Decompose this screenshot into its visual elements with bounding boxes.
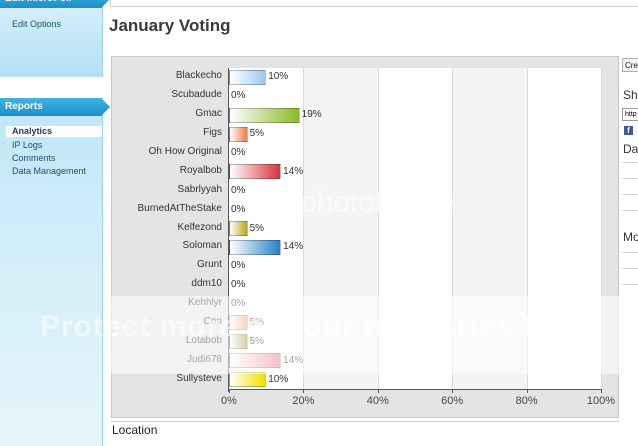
more-table-row — [622, 284, 638, 285]
x-axis-tick — [303, 389, 305, 393]
bar-value-label: 0% — [231, 146, 246, 158]
bar-value-label: 10% — [268, 71, 289, 83]
bar-value-label: 14% — [283, 165, 304, 177]
category-label: Grunt — [196, 259, 222, 271]
category-label: Oh How Original — [148, 145, 222, 157]
watermark-text: Protect more of your memories for — [40, 310, 567, 343]
chart-bar — [229, 107, 300, 123]
watermark-logo-text: photobucke — [300, 186, 456, 219]
facebook-icon[interactable]: f — [624, 126, 633, 135]
y-axis — [228, 68, 229, 392]
chart-gridline — [303, 68, 305, 389]
edit-micropoll-tab[interactable]: Edit MicroPoll — [0, 0, 110, 8]
page-title: January Voting — [109, 16, 231, 35]
category-label: Kelfezond — [177, 221, 222, 233]
chart-gridline — [452, 68, 454, 389]
category-label: Scubadude — [171, 89, 222, 101]
x-axis-tick — [526, 389, 528, 393]
x-axis-tick — [377, 389, 379, 393]
category-label: ddm10 — [191, 278, 222, 290]
bar-value-label: 5% — [249, 222, 265, 234]
category-label: Figs — [203, 127, 222, 139]
reports-tab[interactable]: Reports — [0, 98, 110, 116]
chart-gridline — [601, 68, 602, 389]
more-table-row — [622, 268, 638, 269]
x-tick-label: 100% — [586, 395, 616, 407]
chart-bar — [229, 126, 248, 142]
x-tick-label: 60% — [441, 395, 464, 407]
chart-bar — [229, 69, 267, 85]
x-tick-label: 20% — [292, 395, 315, 407]
category-label: Soloman — [182, 240, 222, 252]
reports-panel — [0, 98, 103, 446]
sidebar: Edit MicroPoll Edit Options Reports Anal… — [0, 0, 110, 446]
category-label: BurnedAtTheStake — [137, 202, 223, 214]
edit-options-link[interactable]: Edit Options — [12, 19, 62, 29]
bar-value-label: 5% — [249, 128, 265, 140]
x-axis-tick — [452, 389, 454, 393]
chart-bar — [229, 164, 282, 180]
bar-value-label: 0% — [231, 279, 246, 291]
x-axis-tick — [601, 389, 602, 393]
category-label: Sullysteve — [176, 372, 222, 384]
data-table-row — [622, 194, 638, 195]
data-table-row — [622, 178, 638, 179]
x-axis — [228, 389, 602, 390]
chart-bar — [229, 221, 248, 236]
category-label: Sabrlyyah — [177, 183, 222, 195]
data-table-row — [622, 210, 638, 211]
share-heading: Sh — [623, 88, 638, 102]
top-strip — [110, 0, 638, 7]
create-button[interactable]: Cre — [622, 58, 638, 72]
bar-value-label: 0% — [231, 203, 246, 215]
chart-gridline — [526, 68, 528, 389]
chart-bar — [229, 372, 267, 388]
sidebar-item-comments[interactable]: Comments — [12, 153, 56, 163]
chart-gridline — [377, 68, 379, 389]
sidebar-item-analytics[interactable]: Analytics — [6, 126, 102, 137]
category-label: Blackecho — [175, 70, 222, 82]
x-tick-label: 40% — [366, 395, 389, 407]
edit-panel — [0, 0, 103, 77]
category-label: Royalbob — [179, 164, 222, 176]
x-tick-label: 80% — [515, 395, 538, 407]
bar-value-label: 14% — [283, 241, 304, 253]
x-tick-label: 0% — [221, 395, 237, 407]
bar-value-label: 0% — [231, 90, 246, 102]
location-heading: Location — [112, 423, 158, 437]
bar-value-label: 19% — [301, 109, 322, 121]
data-table-row — [622, 162, 638, 163]
sidebar-item-data-management[interactable]: Data Management — [12, 166, 87, 176]
more-heading: Mo — [623, 230, 638, 244]
bar-value-label: 0% — [231, 184, 246, 196]
category-label: Gmac — [195, 108, 222, 120]
sidebar-item-ip-logs[interactable]: IP Logs — [12, 140, 43, 150]
data-heading: Da — [623, 142, 638, 156]
bar-value-label: 10% — [268, 373, 289, 385]
bar-value-label: 0% — [231, 260, 246, 272]
chart-bar — [229, 239, 282, 255]
x-axis-tick — [229, 389, 230, 393]
location-divider — [111, 421, 619, 422]
watermark-overlay — [111, 296, 619, 374]
right-column: Cre Sh http f Da Mo — [622, 56, 638, 446]
more-table-row — [622, 252, 638, 253]
share-url-input[interactable]: http — [622, 108, 638, 121]
